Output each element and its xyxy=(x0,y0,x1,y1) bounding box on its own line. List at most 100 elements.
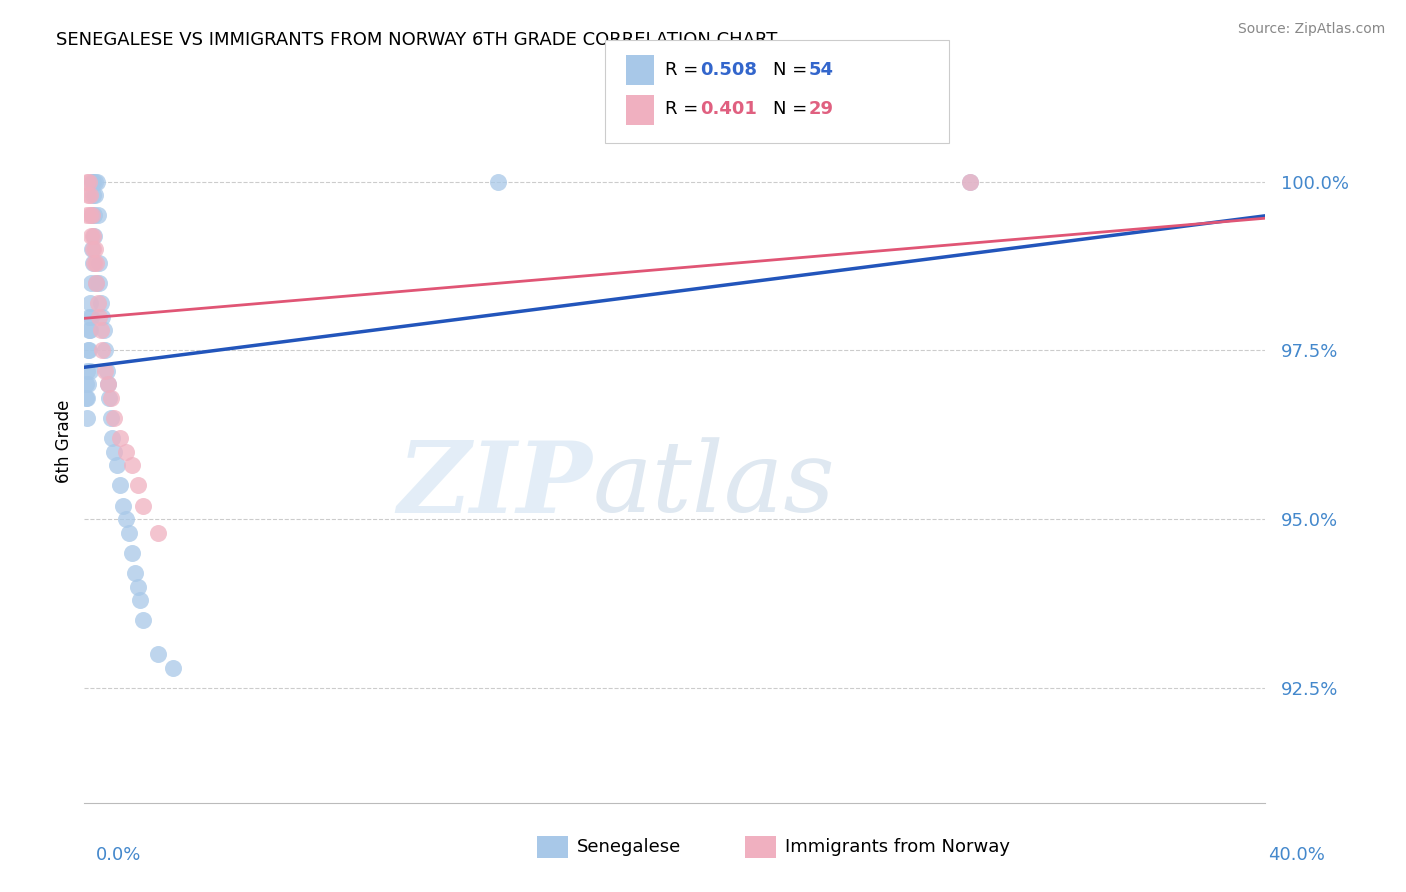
Point xyxy=(127,478,149,492)
Point xyxy=(108,431,131,445)
Point xyxy=(77,310,100,324)
Point xyxy=(86,175,108,189)
Point xyxy=(86,296,108,310)
Point xyxy=(105,458,128,472)
Point xyxy=(90,323,112,337)
Point xyxy=(80,276,103,290)
Point xyxy=(129,593,152,607)
Point xyxy=(486,175,509,189)
Point xyxy=(82,188,104,202)
Point xyxy=(86,208,108,222)
Point xyxy=(87,276,111,290)
Point xyxy=(80,208,103,222)
Point xyxy=(75,391,97,405)
Point xyxy=(97,377,120,392)
Point xyxy=(87,255,110,269)
Point xyxy=(79,296,101,310)
Point xyxy=(959,175,981,189)
Text: N =: N = xyxy=(773,100,813,118)
Text: 0.0%: 0.0% xyxy=(96,846,141,863)
Point xyxy=(114,512,136,526)
Point xyxy=(77,343,100,358)
Point xyxy=(77,188,100,202)
Y-axis label: 6th Grade: 6th Grade xyxy=(55,400,73,483)
Point xyxy=(77,175,100,189)
Point xyxy=(94,364,117,378)
Point xyxy=(114,444,136,458)
Point xyxy=(103,444,125,458)
Point xyxy=(82,255,104,269)
Point xyxy=(100,391,122,405)
Point xyxy=(83,228,105,243)
Point xyxy=(79,188,101,202)
Point xyxy=(83,208,105,222)
Point xyxy=(82,242,104,256)
Text: 0.401: 0.401 xyxy=(700,100,756,118)
Point xyxy=(76,391,98,405)
Point xyxy=(83,242,105,256)
Point xyxy=(80,228,103,243)
Point xyxy=(132,614,155,628)
Point xyxy=(83,175,105,189)
Point xyxy=(98,391,121,405)
Text: R =: R = xyxy=(665,100,704,118)
Text: SENEGALESE VS IMMIGRANTS FROM NORWAY 6TH GRADE CORRELATION CHART: SENEGALESE VS IMMIGRANTS FROM NORWAY 6TH… xyxy=(56,31,778,49)
Point xyxy=(75,377,97,392)
Point xyxy=(76,208,98,222)
Point xyxy=(96,364,118,378)
Text: N =: N = xyxy=(773,61,813,78)
Text: atlas: atlas xyxy=(592,437,835,533)
Point xyxy=(127,580,149,594)
Point xyxy=(77,377,100,392)
Point xyxy=(959,175,981,189)
Text: ZIP: ZIP xyxy=(398,437,592,533)
Point xyxy=(91,310,114,324)
Point xyxy=(94,343,117,358)
Text: 0.508: 0.508 xyxy=(700,61,758,78)
Point xyxy=(76,175,98,189)
Point xyxy=(87,310,111,324)
Point xyxy=(121,546,143,560)
Text: Senegalese: Senegalese xyxy=(576,838,681,856)
Point xyxy=(124,566,146,581)
Point xyxy=(97,377,120,392)
Point xyxy=(148,525,170,540)
Text: 54: 54 xyxy=(808,61,834,78)
Text: Immigrants from Norway: Immigrants from Norway xyxy=(785,838,1010,856)
Point xyxy=(82,175,104,189)
Text: 29: 29 xyxy=(808,100,834,118)
Point xyxy=(80,310,103,324)
Point xyxy=(148,647,170,661)
Point xyxy=(84,276,107,290)
Point xyxy=(121,458,143,472)
Point xyxy=(80,175,103,189)
Point xyxy=(118,525,141,540)
Point xyxy=(84,255,107,269)
Point xyxy=(111,499,134,513)
Text: 40.0%: 40.0% xyxy=(1268,846,1324,863)
Point xyxy=(77,343,100,358)
Point xyxy=(101,431,124,445)
Point xyxy=(79,323,101,337)
Point xyxy=(93,323,115,337)
Point xyxy=(79,208,101,222)
Point xyxy=(84,188,107,202)
Point xyxy=(83,255,105,269)
Text: R =: R = xyxy=(665,61,704,78)
Point xyxy=(82,242,104,256)
Point xyxy=(132,499,155,513)
Text: Source: ZipAtlas.com: Source: ZipAtlas.com xyxy=(1237,22,1385,37)
Point xyxy=(79,364,101,378)
Point xyxy=(76,364,98,378)
Point xyxy=(108,478,131,492)
Point xyxy=(90,296,112,310)
Point xyxy=(82,228,104,243)
Point xyxy=(80,208,103,222)
Point xyxy=(84,276,107,290)
Point xyxy=(103,411,125,425)
Point xyxy=(91,343,114,358)
Point xyxy=(162,661,184,675)
Point xyxy=(79,323,101,337)
Point xyxy=(100,411,122,425)
Point xyxy=(76,411,98,425)
